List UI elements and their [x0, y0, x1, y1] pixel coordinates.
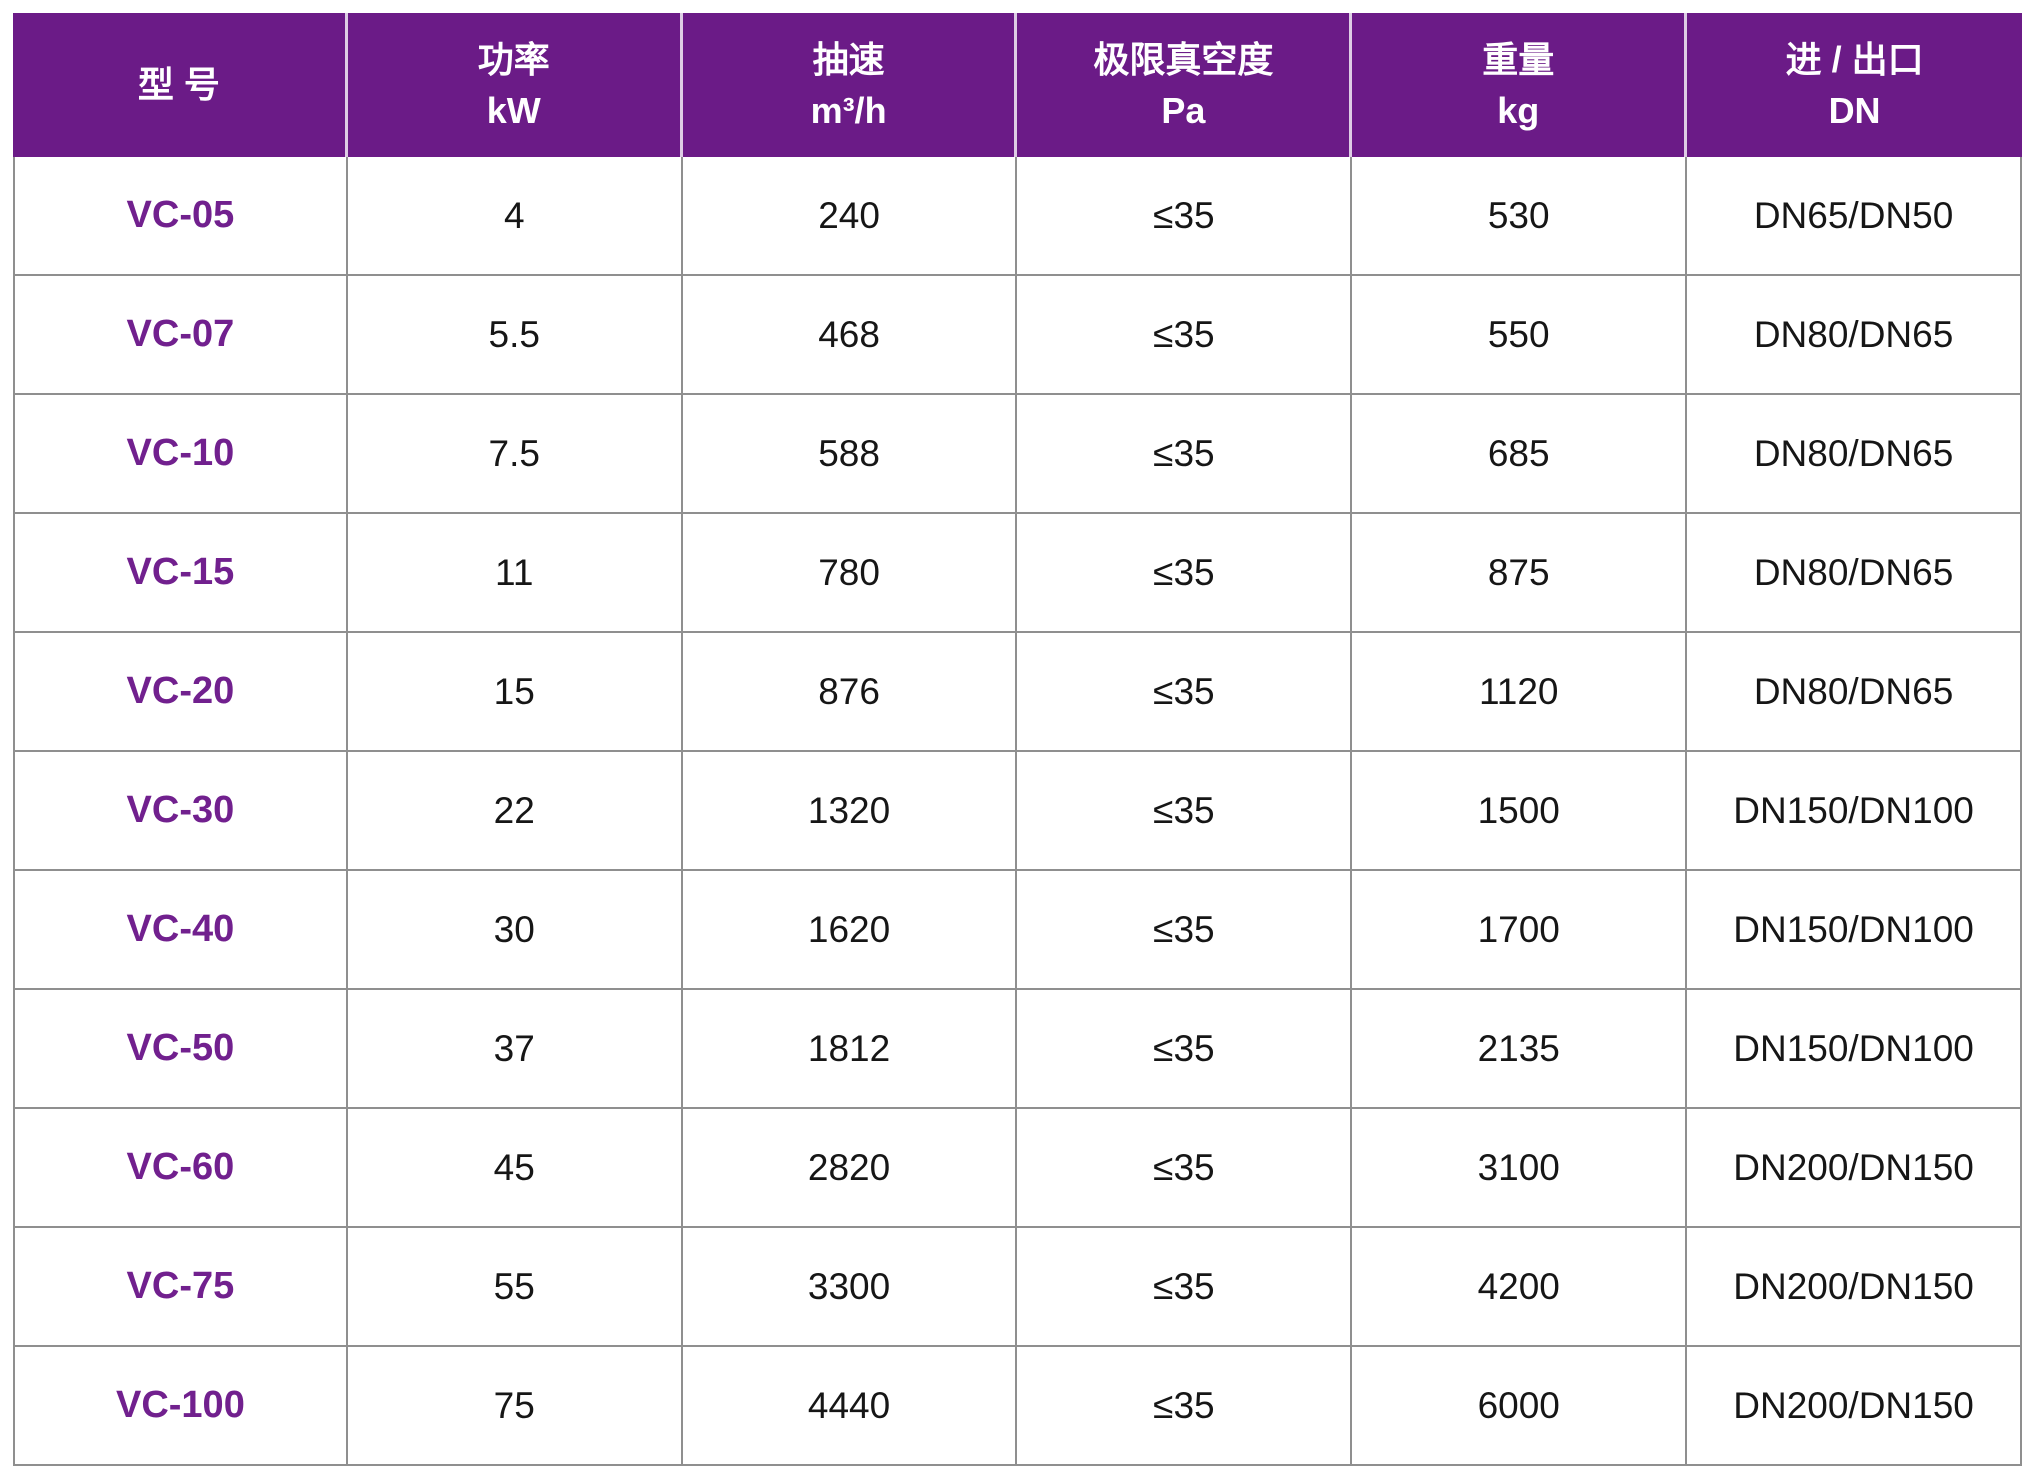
spec-table: 型 号 功率 kW 抽速 m³/h 极限真空度 Pa 重量 kg: [13, 13, 2022, 1466]
col-header-vacuum: 极限真空度 Pa: [1017, 13, 1353, 157]
cell-vacuum: ≤35: [1017, 157, 1353, 276]
cell-speed: 2820: [682, 1109, 1018, 1228]
cell-port: DN200/DN150: [1687, 1347, 2022, 1466]
cell-speed: 1812: [682, 990, 1018, 1109]
cell-port: DN65/DN50: [1687, 157, 2022, 276]
cell-speed: 876: [682, 633, 1018, 752]
cell-model: VC-100: [13, 1347, 348, 1466]
table-row: VC-07 5.5 468 ≤35 550 DN80/DN65: [13, 276, 2022, 395]
table-row: VC-60 45 2820 ≤35 3100 DN200/DN150: [13, 1109, 2022, 1228]
cell-power: 4: [347, 157, 683, 276]
cell-weight: 875: [1352, 514, 1688, 633]
col-header-power-label: 功率: [477, 38, 550, 80]
cell-vacuum: ≤35: [1017, 1228, 1353, 1347]
cell-vacuum: ≤35: [1017, 871, 1353, 990]
cell-weight: 1120: [1352, 633, 1688, 752]
cell-power: 5.5: [347, 276, 683, 395]
cell-weight: 2135: [1352, 990, 1688, 1109]
cell-speed: 4440: [682, 1347, 1018, 1466]
cell-speed: 240: [682, 157, 1018, 276]
cell-power: 15: [347, 633, 683, 752]
cell-port: DN80/DN65: [1687, 395, 2022, 514]
cell-port: DN80/DN65: [1687, 514, 2022, 633]
col-header-port-label: 进 / 出口: [1785, 38, 1924, 80]
cell-vacuum: ≤35: [1017, 990, 1353, 1109]
cell-port: DN150/DN100: [1687, 752, 2022, 871]
spec-table-header: 型 号 功率 kW 抽速 m³/h 极限真空度 Pa 重量 kg: [13, 13, 2022, 157]
cell-power: 22: [347, 752, 683, 871]
cell-weight: 1700: [1352, 871, 1688, 990]
col-header-weight: 重量 kg: [1352, 13, 1688, 157]
col-header-port-unit: DN: [1828, 90, 1881, 131]
table-row: VC-50 37 1812 ≤35 2135 DN150/DN100: [13, 990, 2022, 1109]
cell-model: VC-15: [13, 514, 348, 633]
cell-weight: 6000: [1352, 1347, 1688, 1466]
table-row: VC-05 4 240 ≤35 530 DN65/DN50: [13, 157, 2022, 276]
cell-port: DN200/DN150: [1687, 1228, 2022, 1347]
cell-power: 55: [347, 1228, 683, 1347]
cell-vacuum: ≤35: [1017, 633, 1353, 752]
cell-model: VC-50: [13, 990, 348, 1109]
col-header-model-label: 型 号: [137, 64, 220, 106]
cell-speed: 1620: [682, 871, 1018, 990]
col-header-power-unit: kW: [486, 90, 541, 131]
cell-vacuum: ≤35: [1017, 1347, 1353, 1466]
table-row: VC-10 7.5 588 ≤35 685 DN80/DN65: [13, 395, 2022, 514]
header-row: 型 号 功率 kW 抽速 m³/h 极限真空度 Pa 重量 kg: [13, 13, 2022, 157]
cell-weight: 3100: [1352, 1109, 1688, 1228]
cell-model: VC-30: [13, 752, 348, 871]
cell-power: 7.5: [347, 395, 683, 514]
cell-port: DN80/DN65: [1687, 276, 2022, 395]
cell-model: VC-07: [13, 276, 348, 395]
cell-port: DN150/DN100: [1687, 990, 2022, 1109]
cell-port: DN200/DN150: [1687, 1109, 2022, 1228]
cell-weight: 550: [1352, 276, 1688, 395]
cell-vacuum: ≤35: [1017, 514, 1353, 633]
cell-model: VC-40: [13, 871, 348, 990]
col-header-model: 型 号: [13, 13, 348, 157]
cell-power: 30: [347, 871, 683, 990]
cell-power: 45: [347, 1109, 683, 1228]
col-header-power: 功率 kW: [347, 13, 683, 157]
cell-vacuum: ≤35: [1017, 752, 1353, 871]
col-header-speed-label: 抽速: [812, 38, 885, 80]
cell-power: 11: [347, 514, 683, 633]
cell-weight: 530: [1352, 157, 1688, 276]
cell-power: 75: [347, 1347, 683, 1466]
table-row: VC-15 11 780 ≤35 875 DN80/DN65: [13, 514, 2022, 633]
cell-model: VC-60: [13, 1109, 348, 1228]
spec-table-body: VC-05 4 240 ≤35 530 DN65/DN50 VC-07 5.5 …: [13, 157, 2022, 1466]
cell-port: DN80/DN65: [1687, 633, 2022, 752]
cell-speed: 468: [682, 276, 1018, 395]
cell-power: 37: [347, 990, 683, 1109]
col-header-weight-unit: kg: [1497, 90, 1540, 131]
col-header-vacuum-label: 极限真空度: [1093, 38, 1274, 80]
cell-vacuum: ≤35: [1017, 1109, 1353, 1228]
col-header-speed: 抽速 m³/h: [682, 13, 1018, 157]
col-header-speed-unit: m³/h: [810, 90, 887, 131]
cell-speed: 588: [682, 395, 1018, 514]
cell-model: VC-05: [13, 157, 348, 276]
cell-speed: 780: [682, 514, 1018, 633]
cell-weight: 1500: [1352, 752, 1688, 871]
cell-speed: 1320: [682, 752, 1018, 871]
table-row: VC-30 22 1320 ≤35 1500 DN150/DN100: [13, 752, 2022, 871]
table-row: VC-40 30 1620 ≤35 1700 DN150/DN100: [13, 871, 2022, 990]
table-row: VC-20 15 876 ≤35 1120 DN80/DN65: [13, 633, 2022, 752]
cell-vacuum: ≤35: [1017, 276, 1353, 395]
cell-weight: 685: [1352, 395, 1688, 514]
col-header-vacuum-unit: Pa: [1161, 90, 1206, 131]
cell-model: VC-10: [13, 395, 348, 514]
cell-vacuum: ≤35: [1017, 395, 1353, 514]
cell-weight: 4200: [1352, 1228, 1688, 1347]
col-header-port: 进 / 出口 DN: [1687, 13, 2022, 157]
col-header-weight-label: 重量: [1482, 38, 1555, 80]
cell-port: DN150/DN100: [1687, 871, 2022, 990]
table-row: VC-75 55 3300 ≤35 4200 DN200/DN150: [13, 1228, 2022, 1347]
cell-speed: 3300: [682, 1228, 1018, 1347]
cell-model: VC-20: [13, 633, 348, 752]
cell-model: VC-75: [13, 1228, 348, 1347]
table-row: VC-100 75 4440 ≤35 6000 DN200/DN150: [13, 1347, 2022, 1466]
